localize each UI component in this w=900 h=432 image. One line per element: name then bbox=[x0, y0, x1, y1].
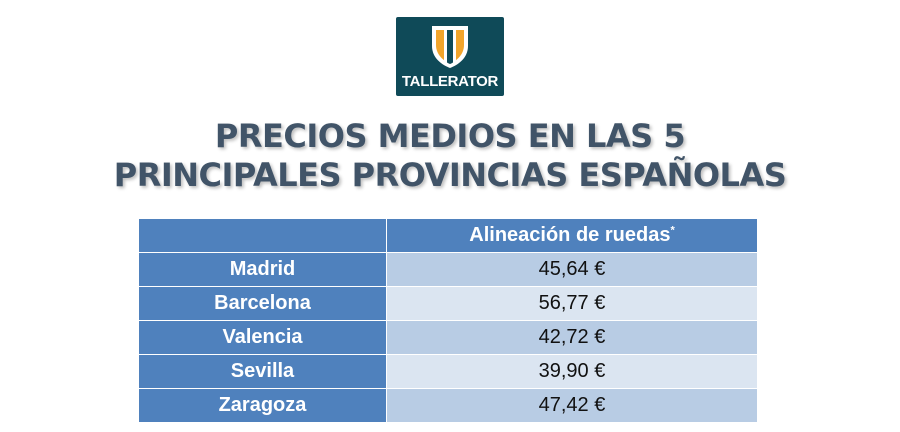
city-cell: Barcelona bbox=[138, 286, 387, 321]
table-row: Zaragoza 47,42 € bbox=[138, 388, 758, 423]
price-cell: 42,72 € bbox=[386, 320, 758, 355]
corner-header-cell bbox=[138, 218, 387, 253]
column-header-footnote-mark: * bbox=[670, 224, 675, 237]
table-header-row: Alineación de ruedas* bbox=[138, 218, 758, 253]
price-cell: 45,64 € bbox=[386, 252, 758, 287]
table-row: Madrid 45,64 € bbox=[138, 252, 758, 287]
table-row: Sevilla 39,90 € bbox=[138, 354, 758, 389]
price-cell: 39,90 € bbox=[386, 354, 758, 389]
city-cell: Valencia bbox=[138, 320, 387, 355]
city-cell: Zaragoza bbox=[138, 388, 387, 423]
shield-icon bbox=[432, 26, 468, 68]
column-header-label: Alineación de ruedas bbox=[469, 224, 671, 246]
table-row: Valencia 42,72 € bbox=[138, 320, 758, 355]
page-title-line-1: PRECIOS MEDIOS EN LAS 5 bbox=[214, 117, 686, 155]
city-cell: Sevilla bbox=[138, 354, 387, 389]
logo-wordmark: TALLERATOR bbox=[401, 73, 499, 90]
price-table: Alineación de ruedas* Madrid 45,64 € Bar… bbox=[138, 218, 758, 423]
city-cell: Madrid bbox=[138, 252, 387, 287]
page-title-line-2: PRINCIPALES PROVINCIAS ESPAÑOLAS bbox=[113, 156, 787, 194]
price-cell: 56,77 € bbox=[386, 286, 758, 321]
column-header-alineacion: Alineación de ruedas* bbox=[386, 218, 758, 253]
price-cell: 47,42 € bbox=[386, 388, 758, 423]
table-row: Barcelona 56,77 € bbox=[138, 286, 758, 321]
tallerator-logo: TALLERATOR bbox=[396, 17, 504, 96]
